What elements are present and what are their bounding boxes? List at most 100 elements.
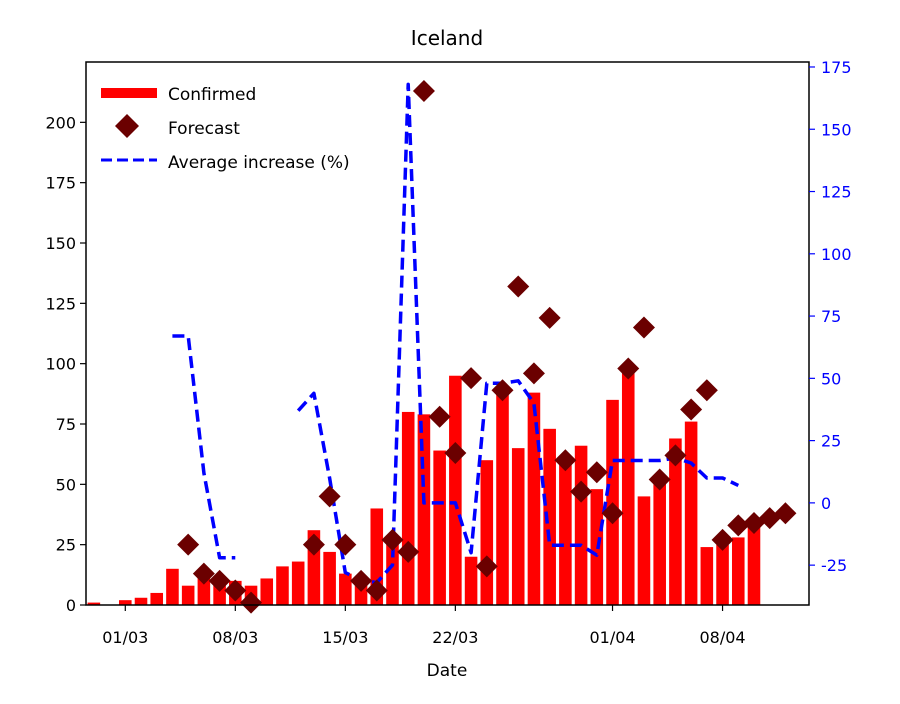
x-tick-label: 08/03 xyxy=(212,628,258,647)
plot-frame xyxy=(85,61,810,606)
forecast-marker xyxy=(522,362,545,385)
y2-tick-label: 125 xyxy=(821,183,852,202)
x-tick-label: 01/04 xyxy=(589,628,635,647)
confirmed-bar xyxy=(653,479,666,605)
x-tick-label: 08/04 xyxy=(699,628,745,647)
legend-average-label: Average increase (%) xyxy=(168,153,350,173)
y2-tick-label: -25 xyxy=(821,556,847,575)
y-tick-label: 150 xyxy=(45,234,76,253)
confirmed-bar xyxy=(181,585,195,605)
legend-forecast-marker xyxy=(115,114,139,138)
confirmed-bar xyxy=(339,573,352,605)
forecast-marker xyxy=(240,591,263,614)
average-increase-line xyxy=(172,334,236,560)
x-tick-label: 01/03 xyxy=(102,628,148,647)
y2-tick-label: 0 xyxy=(821,494,831,513)
y2-tick-label: 100 xyxy=(821,245,852,264)
confirmed-bar xyxy=(417,414,431,605)
confirmed-bar xyxy=(700,547,714,605)
chart-title: Iceland xyxy=(411,26,483,50)
confirmed-bar xyxy=(527,392,541,605)
x-axis-label: Date xyxy=(427,661,468,681)
forecast-marker xyxy=(381,528,404,551)
confirmed-bar xyxy=(731,537,745,605)
forecast-marker xyxy=(224,579,247,602)
y-tick-label: 175 xyxy=(45,174,76,193)
forecast-marker xyxy=(491,379,514,402)
confirmed-bar xyxy=(669,438,682,605)
y-tick-label: 75 xyxy=(56,415,76,434)
confirmed-bar xyxy=(574,445,588,605)
y2-tick-label: 75 xyxy=(821,307,841,326)
confirmed-bar xyxy=(323,551,336,605)
confirmed-bar xyxy=(496,387,509,605)
forecast-marker xyxy=(727,514,750,537)
confirmed-bar xyxy=(747,525,761,605)
forecast-marker xyxy=(428,405,451,428)
confirmed-bar xyxy=(449,375,462,605)
forecast-marker xyxy=(318,485,341,508)
forecast-marker xyxy=(302,533,325,556)
y2-tick-label: 175 xyxy=(821,58,852,77)
average-increase-line xyxy=(296,82,740,585)
confirmed-bar xyxy=(87,602,101,605)
forecast-marker xyxy=(365,579,388,602)
forecast-marker xyxy=(475,555,498,578)
confirmed-bar xyxy=(684,421,698,605)
forecast-marker xyxy=(192,562,215,585)
forecast-marker xyxy=(177,533,200,556)
confirmed-bar xyxy=(291,561,305,605)
confirmed-bar xyxy=(260,578,274,605)
confirmed-bar xyxy=(559,460,572,605)
x-tick-label: 15/03 xyxy=(322,628,368,647)
forecast-marker xyxy=(617,357,640,380)
confirmed-bar xyxy=(480,460,494,605)
y2-tick-label: 50 xyxy=(821,369,841,388)
forecast-marker xyxy=(601,502,624,525)
forecast-marker xyxy=(711,528,734,551)
legend: Confirmed Forecast Average increase (%) xyxy=(101,85,350,173)
forecast-marker xyxy=(664,444,687,467)
y-tick-label: 50 xyxy=(56,475,76,494)
forecast-marker xyxy=(208,569,231,592)
confirmed-bar xyxy=(197,576,211,605)
y-tick-label: 200 xyxy=(45,113,76,132)
y-tick-label: 100 xyxy=(45,355,76,374)
confirmed-bar xyxy=(386,542,399,605)
legend-forecast-label: Forecast xyxy=(168,119,240,139)
legend-confirmed-label: Confirmed xyxy=(168,85,256,105)
y-tick-label: 0 xyxy=(66,596,76,615)
forecast-marker xyxy=(774,502,797,525)
legend-confirmed-swatch xyxy=(101,88,157,98)
confirmed-bar xyxy=(637,496,651,605)
confirmed-bar xyxy=(433,450,446,605)
confirmed-bar xyxy=(621,370,635,605)
forecast-marker xyxy=(554,449,577,472)
forecast-marker xyxy=(570,480,593,503)
confirmed-bar xyxy=(716,544,729,605)
forecast-marker xyxy=(334,533,357,556)
forecast-marker xyxy=(695,379,718,402)
confirmed-bar xyxy=(543,428,556,605)
confirmed-bar xyxy=(166,568,179,605)
forecast-marker xyxy=(350,569,373,592)
confirmed-bar xyxy=(464,556,478,605)
forecast-marker xyxy=(397,540,420,563)
forecast-marker xyxy=(460,367,483,390)
y-tick-label: 125 xyxy=(45,294,76,313)
forecast-marker xyxy=(538,306,561,329)
axes-layer: 0 25 50 75 100 125 150 175 200 -25 0 25 50 75 100 125 15… xyxy=(45,58,851,647)
y2-tick-label: 150 xyxy=(821,120,852,139)
confirmed-bar xyxy=(150,592,164,605)
forecast-marker xyxy=(632,316,655,339)
forecast-marker xyxy=(507,275,530,298)
forecast-marker xyxy=(680,398,703,421)
confirmed-bar xyxy=(276,566,289,605)
x-tick-label: 22/03 xyxy=(432,628,478,647)
y-tick-label: 25 xyxy=(56,536,76,555)
confirmed-bar xyxy=(134,597,148,605)
forecast-marker xyxy=(648,468,671,491)
forecast-marker xyxy=(412,79,435,102)
